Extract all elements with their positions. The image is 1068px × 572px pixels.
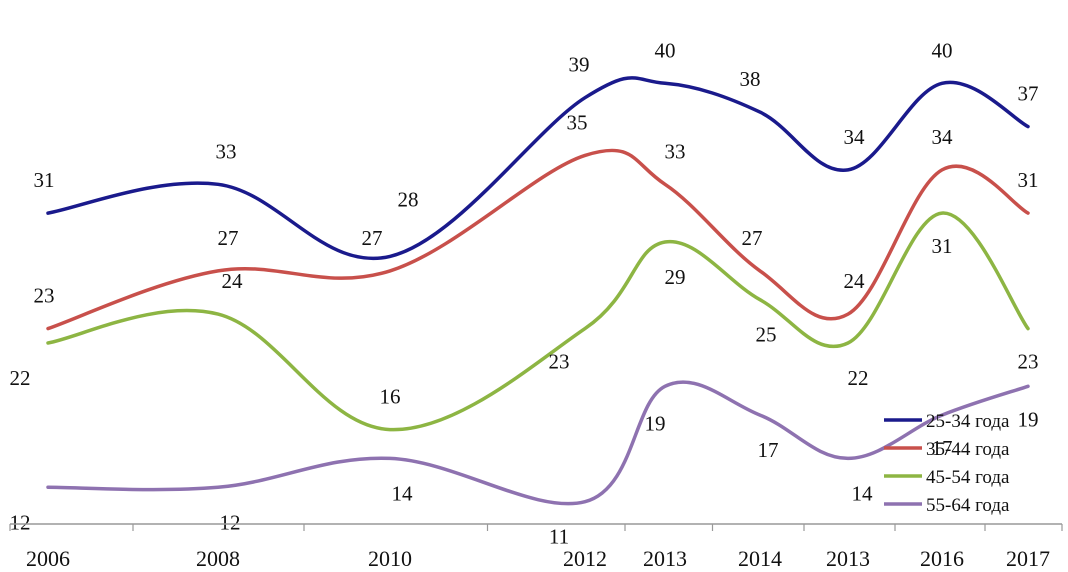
data-label: 22 <box>848 366 869 390</box>
x-tick-label: 2013 <box>643 546 687 571</box>
data-label: 37 <box>1018 82 1039 106</box>
series-line-2 <box>46 148 1030 331</box>
series-line-1 <box>46 76 1030 261</box>
x-tick-label: 2013 <box>826 546 870 571</box>
x-axis: 2006 2008 2010 2012 2013 2014 2013 2016 2017 <box>9 523 1063 571</box>
data-label: 11 <box>549 525 569 549</box>
x-tick-label: 2014 <box>738 546 782 571</box>
data-label: 25 <box>756 323 777 347</box>
data-label: 19 <box>645 411 666 435</box>
x-tick-label: 2012 <box>563 546 607 571</box>
data-label: 12 <box>10 510 31 534</box>
x-tick-label: 2008 <box>196 546 240 571</box>
data-label: 33 <box>665 139 686 163</box>
data-label: 23 <box>34 284 55 308</box>
data-label: 40 <box>655 38 676 62</box>
data-label: 24 <box>222 269 244 293</box>
data-label: 29 <box>665 265 686 289</box>
legend: 25-34 года 35-44 года 45-54 года 55-64 года <box>884 411 1010 516</box>
data-label: 23 <box>549 350 570 374</box>
data-label: 35 <box>567 110 588 134</box>
data-label: 28 <box>398 187 419 211</box>
data-label: 27 <box>362 226 383 250</box>
data-label: 31 <box>932 234 953 258</box>
data-labels: 31 33 28 39 40 38 34 40 37 23 27 27 35 33 27 24 34 31 22 24… <box>10 38 1039 548</box>
data-label: 27 <box>218 226 239 250</box>
data-label: 14 <box>852 481 874 505</box>
data-label: 38 <box>740 67 761 91</box>
legend-entry: 55-64 года <box>926 495 1010 516</box>
data-label: 34 <box>932 125 954 149</box>
data-label: 40 <box>932 38 953 62</box>
x-tick-label: 2006 <box>26 546 70 571</box>
data-label: 33 <box>216 139 237 163</box>
data-label: 34 <box>844 125 866 149</box>
data-label: 17 <box>932 436 953 460</box>
data-label: 23 <box>1018 350 1039 374</box>
series-line-3 <box>46 211 1030 432</box>
legend-entry: 45-54 года <box>926 467 1010 488</box>
data-label: 12 <box>220 510 241 534</box>
series-lines <box>46 76 1030 506</box>
data-label: 31 <box>34 168 55 192</box>
data-label: 19 <box>1018 407 1039 431</box>
legend-entry: 25-34 года <box>926 411 1010 432</box>
data-label: 31 <box>1018 168 1039 192</box>
x-tick-label: 2010 <box>368 546 412 571</box>
x-tick-label: 2017 <box>1006 546 1050 571</box>
x-tick-label: 2016 <box>920 546 964 571</box>
legend-entry: 35-44 года <box>926 439 1010 460</box>
data-label: 22 <box>10 366 31 390</box>
data-label: 17 <box>758 438 779 462</box>
data-label: 27 <box>742 226 763 250</box>
series-line-4 <box>46 380 1030 506</box>
data-label: 39 <box>569 53 590 77</box>
data-label: 24 <box>844 269 866 293</box>
data-label: 14 <box>392 481 414 505</box>
data-label: 16 <box>380 385 401 409</box>
